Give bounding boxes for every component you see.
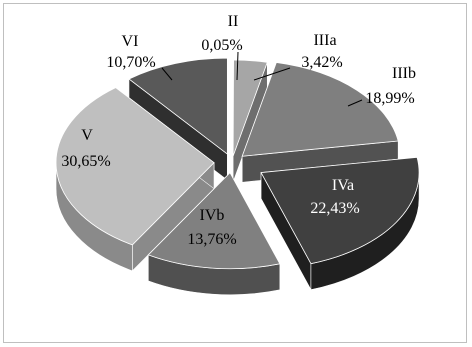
slice-value-IIIa: 3,42% bbox=[301, 54, 342, 71]
slice-IVa bbox=[260, 156, 420, 265]
slice-VI bbox=[128, 57, 228, 155]
slice-value-II: 0,05% bbox=[201, 37, 242, 54]
slice-value-IVb: 13,76% bbox=[187, 231, 236, 248]
slice-label-II: II bbox=[228, 13, 239, 30]
slice-IIIa bbox=[232, 59, 268, 157]
leader-line-IIIb bbox=[347, 99, 363, 107]
leader-line-IIIa bbox=[253, 67, 291, 81]
slice-value-IVa: 22,43% bbox=[310, 200, 359, 217]
pie-slices bbox=[55, 57, 420, 270]
slice-value-V: 30,65% bbox=[61, 153, 110, 170]
slice-label-IVb: IVb bbox=[200, 207, 225, 224]
slice-IIIb bbox=[241, 62, 399, 157]
slice-label-IIIa: IIIa bbox=[313, 32, 336, 49]
slice-V bbox=[55, 87, 215, 246]
slice-label-VI: VI bbox=[122, 33, 139, 50]
slice-label-IVa: IVa bbox=[332, 177, 354, 194]
slice-IVb bbox=[147, 172, 281, 270]
slice-label-IIIb: IIIb bbox=[392, 65, 416, 82]
leader-lines bbox=[161, 51, 363, 107]
slice-value-IIIb: 18,99% bbox=[365, 90, 414, 107]
leader-line-II bbox=[236, 51, 239, 81]
slice-value-VI: 10,70% bbox=[106, 54, 155, 71]
pie-labels: II 0,05% IIIa 3,42% IIIb 18,99% IVa 22,4… bbox=[61, 13, 416, 248]
slice-label-V: V bbox=[81, 127, 93, 144]
leader-line-VI bbox=[161, 67, 173, 81]
